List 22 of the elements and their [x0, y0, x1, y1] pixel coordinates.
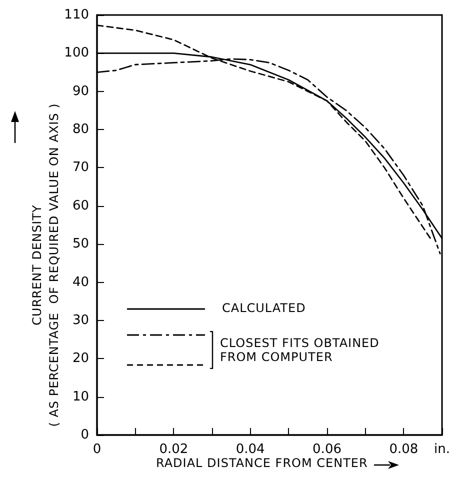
annotation: CLOSEST FITS OBTAINED FROM COMPUTER — [220, 336, 380, 364]
x-tick-label: 0.02 — [159, 442, 188, 457]
y-tick-label: 100 — [64, 46, 89, 61]
y-tick-label: 90 — [72, 84, 89, 99]
y-tick-label: 60 — [72, 198, 89, 214]
y-tick-label: 0 — [80, 428, 89, 442]
y-axis-title: CURRENT DENSITY ( AS PERCENTAGE OF REQUIRED VALUE ON AXIS ) — [28, 103, 62, 427]
x-tick-label: 0.08 — [389, 442, 418, 457]
x-tick-label: 0 — [92, 442, 102, 457]
y-tick-label: 20 — [72, 351, 89, 366]
y-tick-label: 10 — [72, 389, 89, 404]
x-tick-label: 0.06 — [312, 442, 342, 457]
x-axis-title: RADIAL DISTANCE FROM CENTER — [156, 456, 368, 470]
y-tick-label: 50 — [72, 236, 89, 252]
y-tick-label: 70 — [72, 160, 89, 176]
x-tick-label: in. — [434, 442, 450, 457]
y-tick-label: 110 — [64, 8, 89, 22]
text: CALCULATED — [222, 301, 306, 315]
y-tick-label: 30 — [72, 312, 89, 328]
y-tick-label: 40 — [72, 274, 89, 290]
x-tick-label: 0.04 — [236, 442, 265, 457]
y-tick-label: 80 — [72, 122, 89, 138]
